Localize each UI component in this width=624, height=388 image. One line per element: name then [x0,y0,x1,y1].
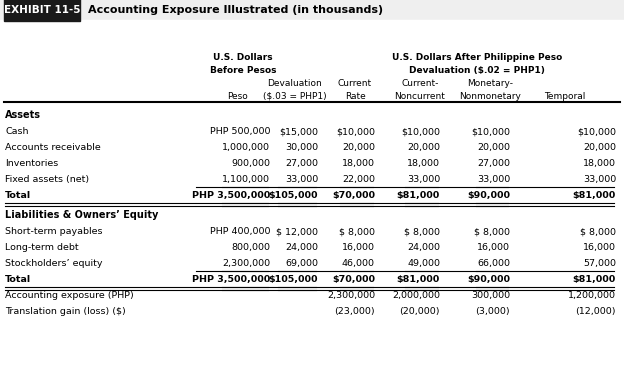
Text: Accounting exposure (PHP): Accounting exposure (PHP) [5,291,134,300]
Text: 1,100,000: 1,100,000 [222,175,270,184]
Text: 27,000: 27,000 [285,159,318,168]
Text: $105,000: $105,000 [268,275,318,284]
Text: Translation gain (loss) ($): Translation gain (loss) ($) [5,307,126,316]
Text: 69,000: 69,000 [285,259,318,268]
Text: 16,000: 16,000 [583,243,616,252]
Text: Long-term debt: Long-term debt [5,243,79,252]
Text: $ 8,000: $ 8,000 [580,227,616,236]
Text: 18,000: 18,000 [583,159,616,168]
Text: $70,000: $70,000 [332,275,375,284]
Text: $70,000: $70,000 [332,191,375,200]
Text: $105,000: $105,000 [268,191,318,200]
Text: $10,000: $10,000 [471,127,510,136]
Text: 33,000: 33,000 [285,175,318,184]
Text: (12,000): (12,000) [575,307,616,316]
Text: 24,000: 24,000 [407,243,440,252]
Text: Devaluation: Devaluation [268,79,323,88]
Text: $10,000: $10,000 [401,127,440,136]
Text: 2,300,000: 2,300,000 [222,259,270,268]
Text: 33,000: 33,000 [407,175,440,184]
Text: 1,200,000: 1,200,000 [568,291,616,300]
Text: Current-: Current- [401,79,439,88]
Text: Noncurrent: Noncurrent [394,92,446,101]
Text: Total: Total [5,275,31,284]
Text: 18,000: 18,000 [407,159,440,168]
Text: 33,000: 33,000 [583,175,616,184]
Text: (20,000): (20,000) [399,307,440,316]
Text: $ 8,000: $ 8,000 [474,227,510,236]
Text: (23,000): (23,000) [334,307,375,316]
Text: 22,000: 22,000 [342,175,375,184]
Text: 20,000: 20,000 [407,143,440,152]
Text: ($.03 = PHP1): ($.03 = PHP1) [263,92,327,101]
Text: Monetary-: Monetary- [467,79,513,88]
Text: Stockholders’ equity: Stockholders’ equity [5,259,102,268]
Text: 46,000: 46,000 [342,259,375,268]
Text: Accounts receivable: Accounts receivable [5,143,100,152]
Text: 1,000,000: 1,000,000 [222,143,270,152]
Text: PHP 400,000: PHP 400,000 [210,227,270,236]
Bar [4,0,80,21]
Text: $10,000: $10,000 [577,127,616,136]
Text: $81,000: $81,000 [397,191,440,200]
Text: Nonmonetary: Nonmonetary [459,92,521,101]
Text: PHP 500,000: PHP 500,000 [210,127,270,136]
Text: $81,000: $81,000 [397,275,440,284]
Text: $81,000: $81,000 [573,275,616,284]
Text: 2,000,000: 2,000,000 [392,291,440,300]
Text: 20,000: 20,000 [583,143,616,152]
Text: 16,000: 16,000 [477,243,510,252]
Text: 27,000: 27,000 [477,159,510,168]
Text: $90,000: $90,000 [467,191,510,200]
Text: U.S. Dollars: U.S. Dollars [213,53,273,62]
Text: 57,000: 57,000 [583,259,616,268]
Text: Rate: Rate [344,92,366,101]
Text: $10,000: $10,000 [336,127,375,136]
Text: Fixed assets (net): Fixed assets (net) [5,175,89,184]
Text: Devaluation ($.02 = PHP1): Devaluation ($.02 = PHP1) [409,66,545,75]
Text: $15,000: $15,000 [279,127,318,136]
Text: 30,000: 30,000 [285,143,318,152]
Text: (3,000): (3,000) [475,307,510,316]
Text: 49,000: 49,000 [407,259,440,268]
Text: 24,000: 24,000 [285,243,318,252]
Text: $ 12,000: $ 12,000 [276,227,318,236]
Text: 18,000: 18,000 [342,159,375,168]
Text: Inventories: Inventories [5,159,58,168]
Text: PHP 3,500,000: PHP 3,500,000 [192,191,270,200]
Text: 66,000: 66,000 [477,259,510,268]
Text: 2,300,000: 2,300,000 [327,291,375,300]
Text: Current: Current [338,79,372,88]
Text: $90,000: $90,000 [467,275,510,284]
Text: Temporal: Temporal [544,92,586,101]
Text: 20,000: 20,000 [477,143,510,152]
Text: PHP 3,500,000: PHP 3,500,000 [192,275,270,284]
Text: 300,000: 300,000 [471,291,510,300]
Text: Total: Total [5,191,31,200]
Text: EXHIBIT 11-5: EXHIBIT 11-5 [4,5,80,15]
Text: Accounting Exposure Illustrated (in thousands): Accounting Exposure Illustrated (in thou… [88,5,383,15]
Text: U.S. Dollars After Philippine Peso: U.S. Dollars After Philippine Peso [392,53,562,62]
Text: Before Pesos: Before Pesos [210,66,276,75]
Text: 16,000: 16,000 [342,243,375,252]
Text: Cash: Cash [5,127,29,136]
Text: $ 8,000: $ 8,000 [339,227,375,236]
Text: Liabilities & Owners’ Equity: Liabilities & Owners’ Equity [5,210,158,220]
Text: Peso: Peso [227,92,247,101]
Text: 900,000: 900,000 [231,159,270,168]
Text: 20,000: 20,000 [342,143,375,152]
Text: 800,000: 800,000 [231,243,270,252]
Text: $ 8,000: $ 8,000 [404,227,440,236]
Text: Short-term payables: Short-term payables [5,227,102,236]
Text: Assets: Assets [5,110,41,120]
Text: 33,000: 33,000 [477,175,510,184]
Bar [0,0,624,20]
Text: $81,000: $81,000 [573,191,616,200]
